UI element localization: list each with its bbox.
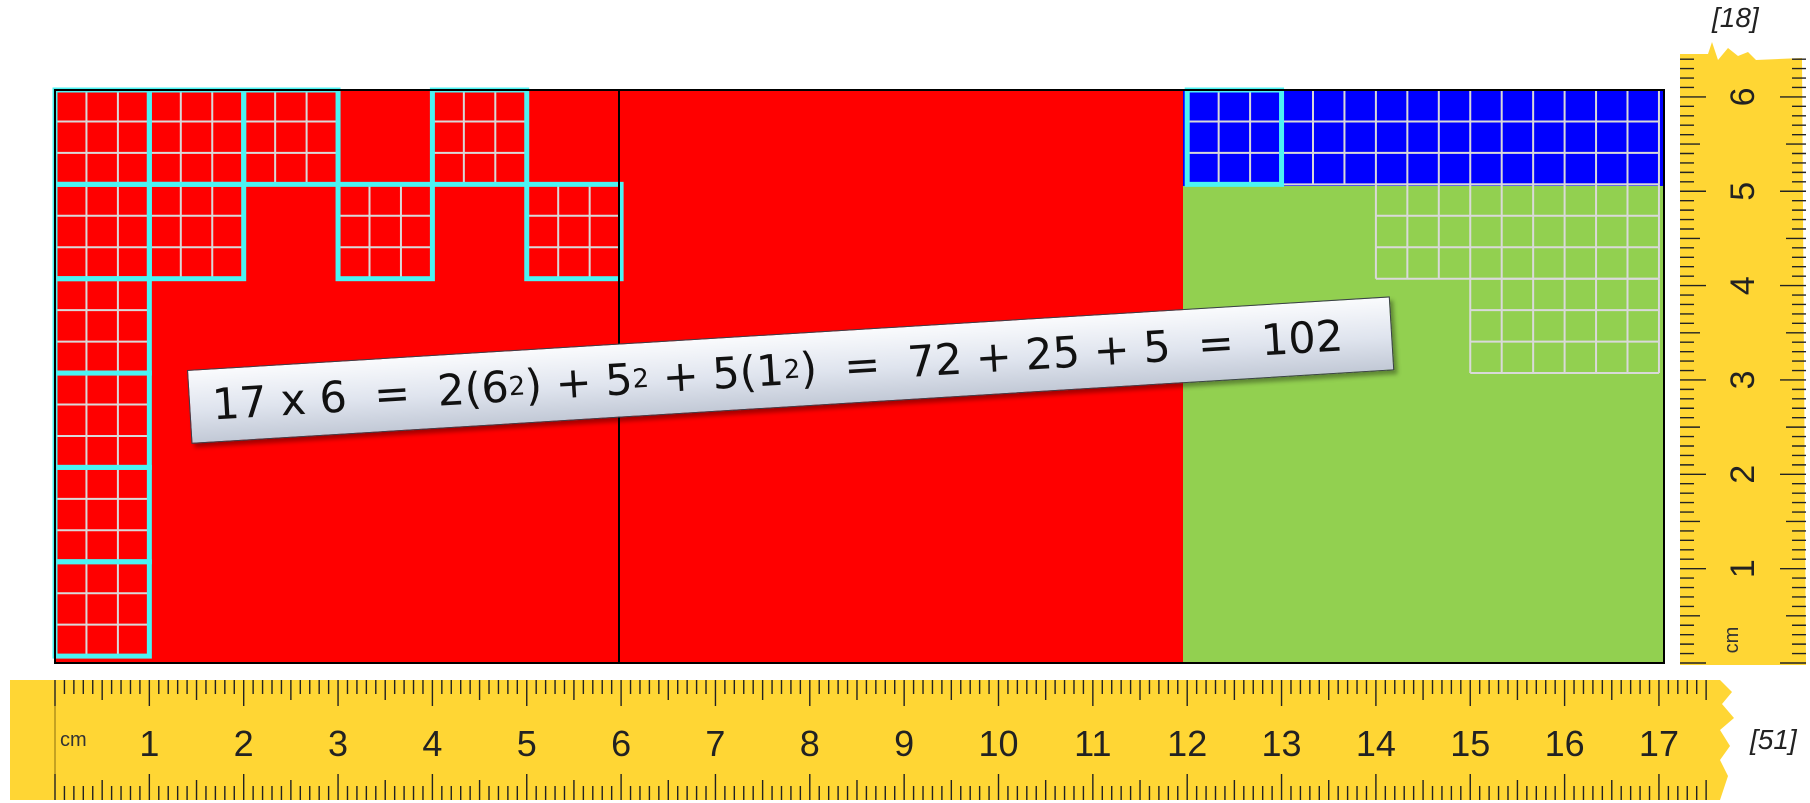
h-ruler-label: 17: [1639, 723, 1679, 764]
h-ruler-label: 14: [1356, 723, 1396, 764]
eq-sign-2: =: [842, 339, 882, 392]
v-ruler-label: 6: [1724, 87, 1762, 106]
vertical-ruler: cm 1 2 3 4 5 6: [1680, 42, 1806, 665]
h-ruler-label: 9: [894, 723, 914, 764]
h-ruler-label: 3: [328, 723, 348, 764]
eq-lhs: 17 x 6: [210, 372, 349, 431]
h-ruler-label: 10: [978, 723, 1018, 764]
horizontal-ruler-unit: cm: [60, 729, 87, 751]
h-ruler-label: 6: [611, 723, 631, 764]
v-ruler-label: 3: [1724, 370, 1762, 389]
cm-block: [524, 181, 624, 282]
v-ticks: [1680, 58, 1806, 664]
subgrid: [1469, 277, 1660, 375]
blue-strip: [1183, 90, 1664, 186]
eq-term3-coef: 5: [710, 348, 742, 400]
eq-term1-base: 6: [479, 362, 511, 415]
eq-term3-exp: 2: [782, 354, 802, 386]
eq-term1-coef: 2: [435, 365, 467, 417]
eq-term1-exp: 2: [507, 371, 527, 403]
eq-sign-1: =: [372, 368, 412, 421]
v-ruler-label: 1: [1724, 559, 1762, 578]
h-ruler-label: 5: [517, 723, 537, 764]
cm-block: [146, 181, 247, 282]
eq-term2-exp: 2: [631, 363, 651, 395]
h-ruler-label: 15: [1450, 723, 1490, 764]
h-ticks: [54, 680, 1707, 800]
reference-18: [18]: [1712, 2, 1759, 33]
h-ruler-label: 8: [800, 723, 820, 764]
eq-plus-1: +: [554, 357, 594, 410]
cm-block: [335, 181, 435, 282]
h-ruler-label: 16: [1545, 723, 1585, 764]
h-ruler-label: 2: [234, 723, 254, 764]
eq-plus-2: +: [661, 350, 701, 403]
reference-51: [51]: [1750, 724, 1797, 755]
h-ruler-label: 1: [139, 723, 159, 764]
h-ruler-label: 13: [1262, 723, 1302, 764]
eq-sign-3: =: [1196, 318, 1236, 371]
vertical-ruler-unit: cm: [1721, 627, 1743, 654]
v-ruler-label: 4: [1724, 276, 1762, 295]
h-ruler-label: 11: [1074, 723, 1111, 764]
h-ruler-label: 4: [422, 723, 442, 764]
eq-term2-base: 5: [603, 354, 635, 407]
v-ruler-label: 2: [1724, 465, 1762, 484]
h-ruler-label: 7: [705, 723, 725, 764]
eq-sum: 72 + 25 + 5: [905, 321, 1173, 388]
eq-term3-base: 1: [754, 345, 786, 398]
h-ruler-label: 12: [1167, 723, 1207, 764]
v-ruler-label: 5: [1724, 182, 1762, 201]
eq-result: 102: [1259, 311, 1345, 367]
horizontal-ruler: cm 1 2 3 4 5 6 7 8 9 10 11 12 13 14 15 16 17: [10, 680, 1734, 800]
subgrid: [1374, 183, 1660, 280]
frame: [54, 89, 1665, 664]
